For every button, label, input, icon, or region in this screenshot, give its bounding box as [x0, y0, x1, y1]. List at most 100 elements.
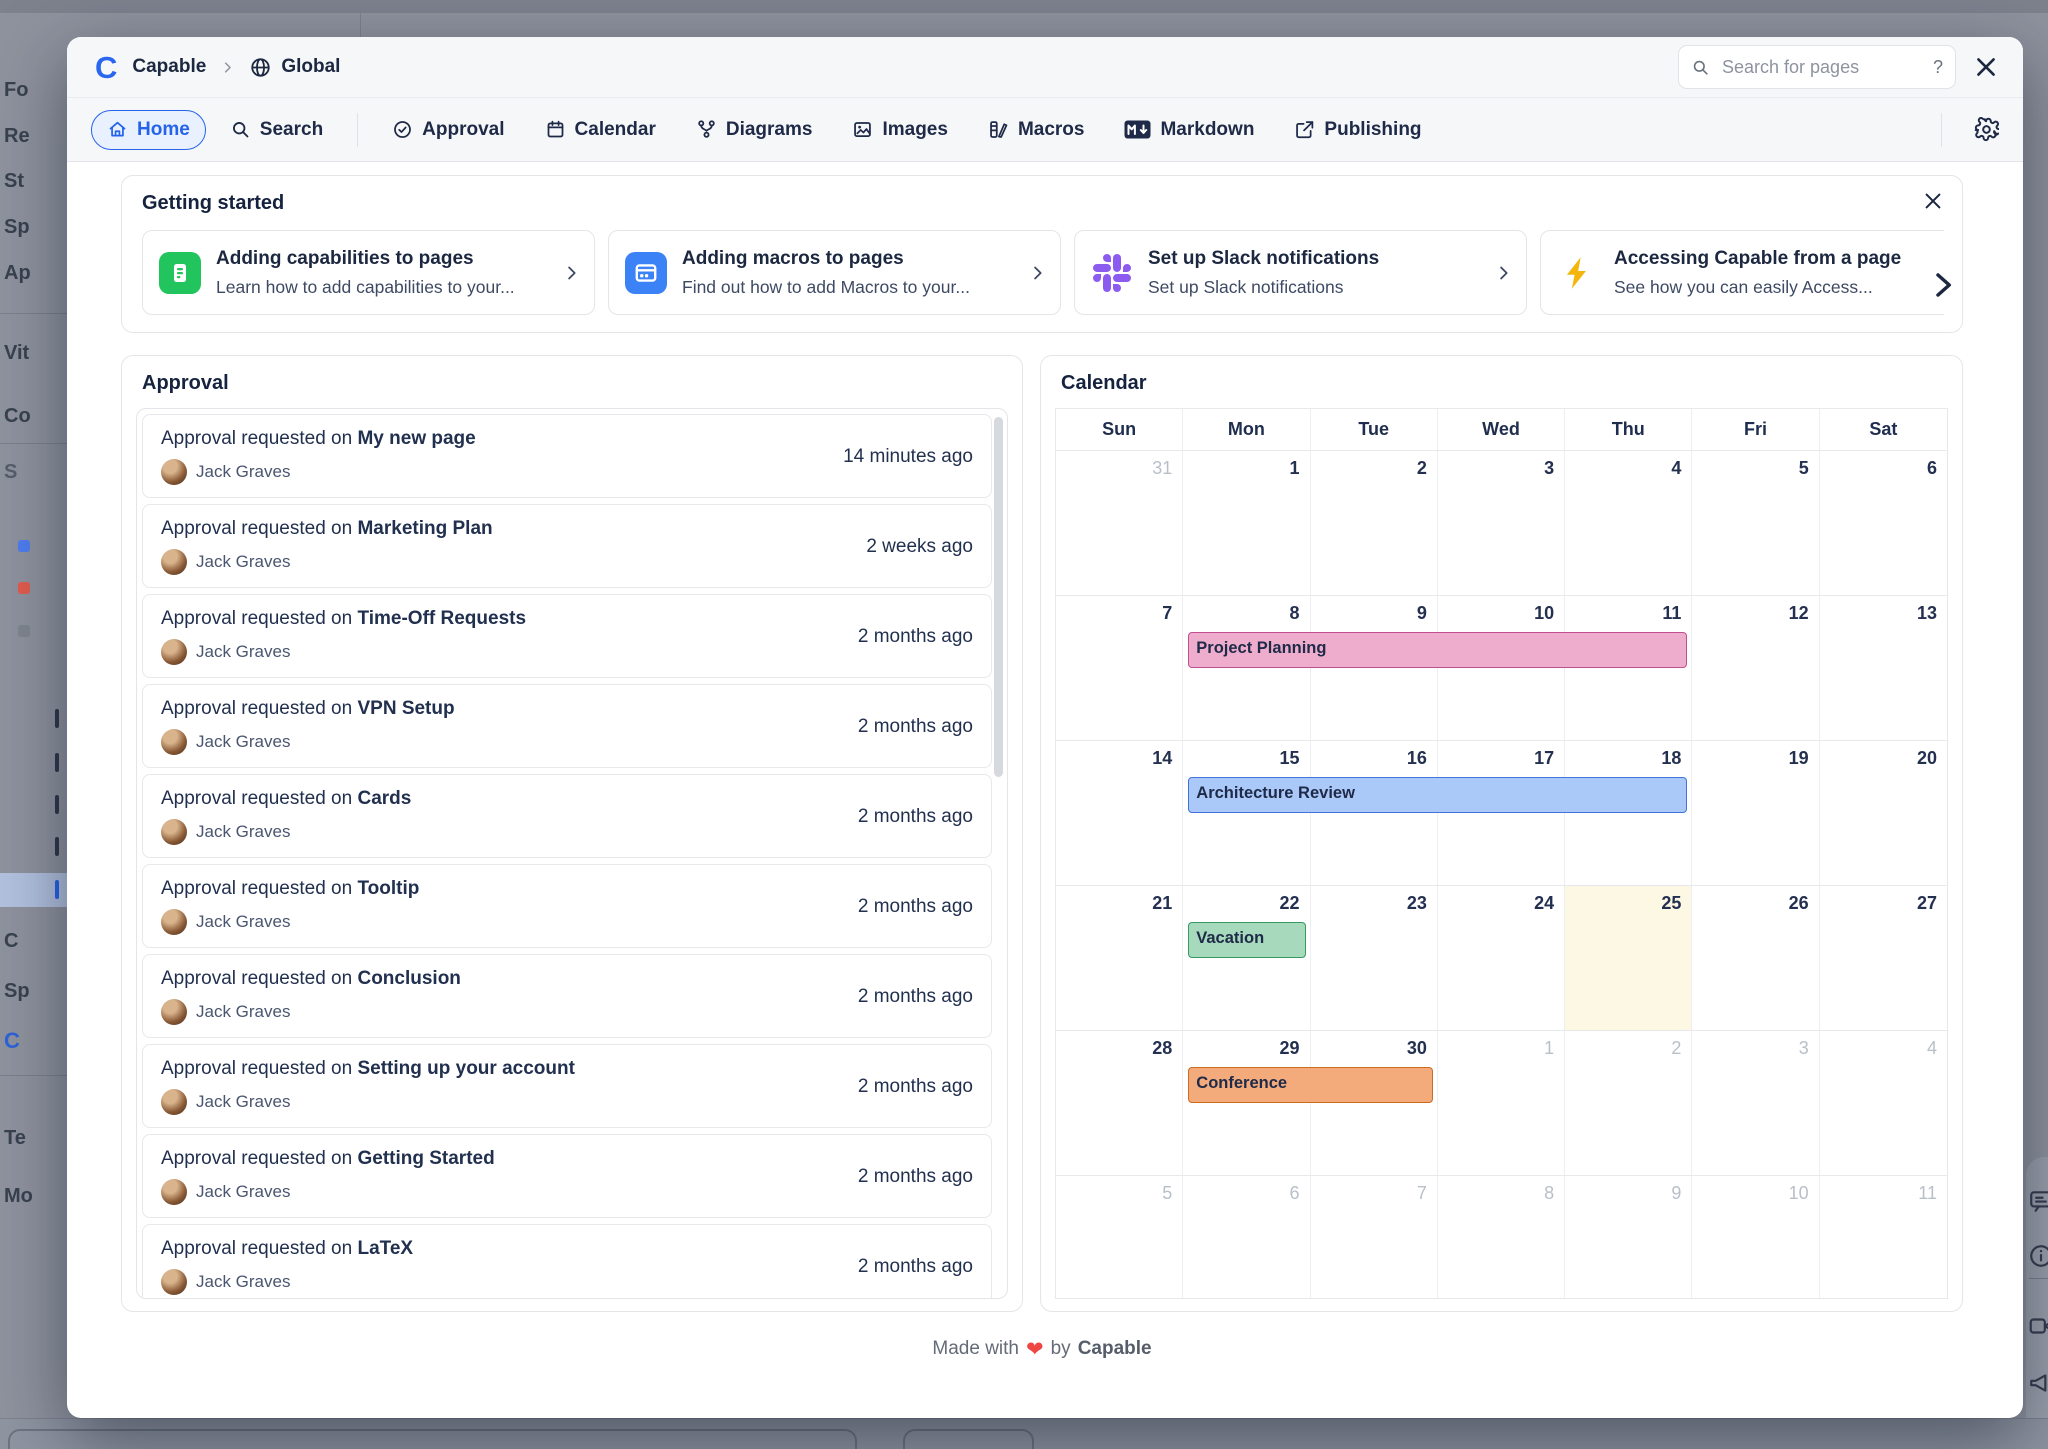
search-input[interactable] — [1720, 55, 1923, 79]
getting-started-card[interactable]: Accessing Capable from a page See how yo… — [1540, 230, 1944, 315]
calendar-cell[interactable]: 18 — [1565, 741, 1693, 885]
calendar-day-name: Tue — [1311, 409, 1438, 450]
gear-icon[interactable] — [1960, 117, 1999, 142]
calendar-cell[interactable]: 7 — [1056, 596, 1184, 740]
approval-request-title: Approval requested on LaTeX — [161, 1238, 414, 1259]
approval-list-item[interactable]: Approval requested on Conclusion Jack Gr… — [142, 954, 992, 1038]
calendar-cell[interactable]: 9 — [1565, 1176, 1693, 1298]
approval-list-item[interactable]: Approval requested on Getting Started Ja… — [142, 1134, 992, 1218]
tab-search[interactable]: Search — [214, 110, 339, 150]
calendar-event[interactable]: Vacation — [1188, 922, 1306, 958]
calendar-cell[interactable]: 10 — [1438, 596, 1566, 740]
approval-scrollbar[interactable] — [994, 417, 1003, 777]
avatar — [161, 459, 187, 485]
calendar-cell[interactable]: 27 — [1916, 893, 1937, 913]
requester-name: Jack Graves — [196, 462, 291, 481]
calendar-cell[interactable]: 3 — [1692, 1031, 1820, 1175]
calendar-cell[interactable]: 11 — [1918, 1183, 1937, 1203]
calendar-cell[interactable]: 23 — [1311, 886, 1438, 1030]
calendar-cell[interactable]: 8 — [1183, 596, 1311, 740]
calendar-cell[interactable]: 30 — [1311, 1031, 1438, 1175]
calendar-cell[interactable]: 12 — [1692, 596, 1820, 740]
getting-started-card[interactable]: Adding macros to pages Find out how to a… — [608, 230, 1061, 315]
calendar-cell[interactable]: 1 — [1183, 451, 1311, 595]
calendar-cell[interactable]: 4 — [1565, 451, 1693, 595]
tab-approval[interactable]: Approval — [376, 110, 520, 150]
background-tree-item — [55, 795, 59, 814]
chevron-right-icon — [220, 60, 235, 75]
calendar-cell[interactable]: 11 — [1565, 596, 1693, 740]
calendar-cell[interactable]: 16 — [1311, 741, 1438, 885]
capable-logo: C — [95, 49, 118, 85]
page-search-box[interactable]: ? — [1678, 45, 1956, 89]
getting-started-card[interactable]: Set up Slack notifications Set up Slack … — [1074, 230, 1527, 315]
calendar-cell[interactable]: 10 — [1692, 1176, 1820, 1298]
calendar-cell[interactable]: 3 — [1438, 451, 1566, 595]
calendar-cell[interactable]: 29 — [1183, 1031, 1311, 1175]
calendar-event[interactable]: Project Planning — [1188, 632, 1688, 668]
calendar-cell[interactable]: 13 — [1916, 603, 1937, 623]
tab-home[interactable]: Home — [91, 109, 206, 150]
approval-list-item[interactable]: Approval requested on VPN Setup Jack Gra… — [142, 684, 992, 768]
background-tree-item — [55, 837, 59, 856]
approval-list-item[interactable]: Approval requested on LaTeX Jack Graves … — [142, 1224, 992, 1298]
calendar-cell[interactable]: 5 — [1692, 451, 1820, 595]
approval-list-item[interactable]: Approval requested on Time-Off Requests … — [142, 594, 992, 678]
tab-calendar[interactable]: Calendar — [529, 110, 672, 150]
approval-list-item[interactable]: Approval requested on Tooltip Jack Grave… — [142, 864, 992, 948]
calendar-day-name: Sat — [1869, 419, 1898, 439]
approval-list-item[interactable]: Approval requested on Cards Jack Graves … — [142, 774, 992, 858]
approval-list-item[interactable]: Approval requested on Setting up your ac… — [142, 1044, 992, 1128]
calendar-cell[interactable]: 21 — [1056, 886, 1184, 1030]
avatar — [161, 909, 187, 935]
calendar-cell[interactable]: 14 — [1056, 741, 1184, 885]
calendar-cell[interactable]: 5 — [1056, 1176, 1184, 1298]
request-timestamp: 2 months ago — [857, 985, 973, 1007]
calendar-cell[interactable]: 31 — [1056, 451, 1184, 595]
close-icon[interactable] — [1973, 54, 1999, 80]
background-sidebar-text: Sp — [4, 216, 30, 238]
calendar-event[interactable]: Architecture Review — [1188, 777, 1688, 813]
calendar-cell[interactable]: 22 — [1183, 886, 1311, 1030]
calendar-event[interactable]: Conference — [1188, 1067, 1433, 1103]
calendar-cell[interactable]: 24 — [1438, 886, 1566, 1030]
calendar-cell[interactable]: 1 — [1438, 1031, 1566, 1175]
calendar-cell[interactable]: 6 — [1183, 1176, 1311, 1298]
calendar-cell[interactable]: 8 — [1438, 1176, 1566, 1298]
publish-icon — [1296, 121, 1314, 139]
requester-name: Jack Graves — [196, 1182, 291, 1201]
calendar-cell[interactable]: 6 — [1926, 458, 1937, 478]
calendar-cell[interactable]: 4 — [1926, 1038, 1937, 1058]
card-title: Accessing Capable from a page — [1614, 247, 1902, 269]
approval-request-title: Approval requested on My new page — [161, 428, 476, 449]
close-icon[interactable] — [1922, 190, 1944, 212]
card-subtitle: See how you can easily Access... — [1614, 276, 1873, 297]
tab-diagrams[interactable]: Diagrams — [680, 110, 829, 150]
carousel-next-icon[interactable] — [1928, 268, 1958, 302]
tab-macros[interactable]: Macros — [972, 110, 1101, 150]
calendar-cell[interactable]: 28 — [1056, 1031, 1184, 1175]
macros-icon — [990, 121, 1008, 138]
calendar-cell[interactable]: 19 — [1692, 741, 1820, 885]
getting-started-card[interactable]: Adding capabilities to pages Learn how t… — [142, 230, 595, 315]
request-timestamp: 2 months ago — [857, 1165, 973, 1187]
tab-publishing[interactable]: Publishing — [1278, 110, 1437, 150]
calendar-cell-today[interactable]: 25 — [1565, 886, 1693, 1030]
calendar-cell[interactable]: 2 — [1565, 1031, 1693, 1175]
tab-images[interactable]: Images — [836, 110, 963, 150]
request-timestamp: 2 months ago — [857, 715, 973, 737]
breadcrumb-app[interactable]: Capable — [132, 56, 207, 77]
calendar-cell[interactable]: 26 — [1692, 886, 1820, 1030]
calendar-cell[interactable]: 20 — [1916, 748, 1937, 768]
approval-list-item[interactable]: Approval requested on Marketing Plan Jac… — [142, 504, 992, 588]
breadcrumb-section[interactable]: Global — [281, 56, 341, 77]
avatar — [161, 639, 187, 665]
calendar-cell[interactable]: 15 — [1183, 741, 1311, 885]
calendar-cell[interactable]: 17 — [1438, 741, 1566, 885]
calendar-day-name: Mon — [1183, 409, 1311, 450]
tab-markdown[interactable]: Markdown — [1108, 110, 1270, 150]
approval-list-item[interactable]: Approval requested on My new page Jack G… — [142, 414, 992, 498]
calendar-cell[interactable]: 9 — [1311, 596, 1438, 740]
calendar-cell[interactable]: 2 — [1311, 451, 1438, 595]
calendar-cell[interactable]: 7 — [1311, 1176, 1438, 1298]
